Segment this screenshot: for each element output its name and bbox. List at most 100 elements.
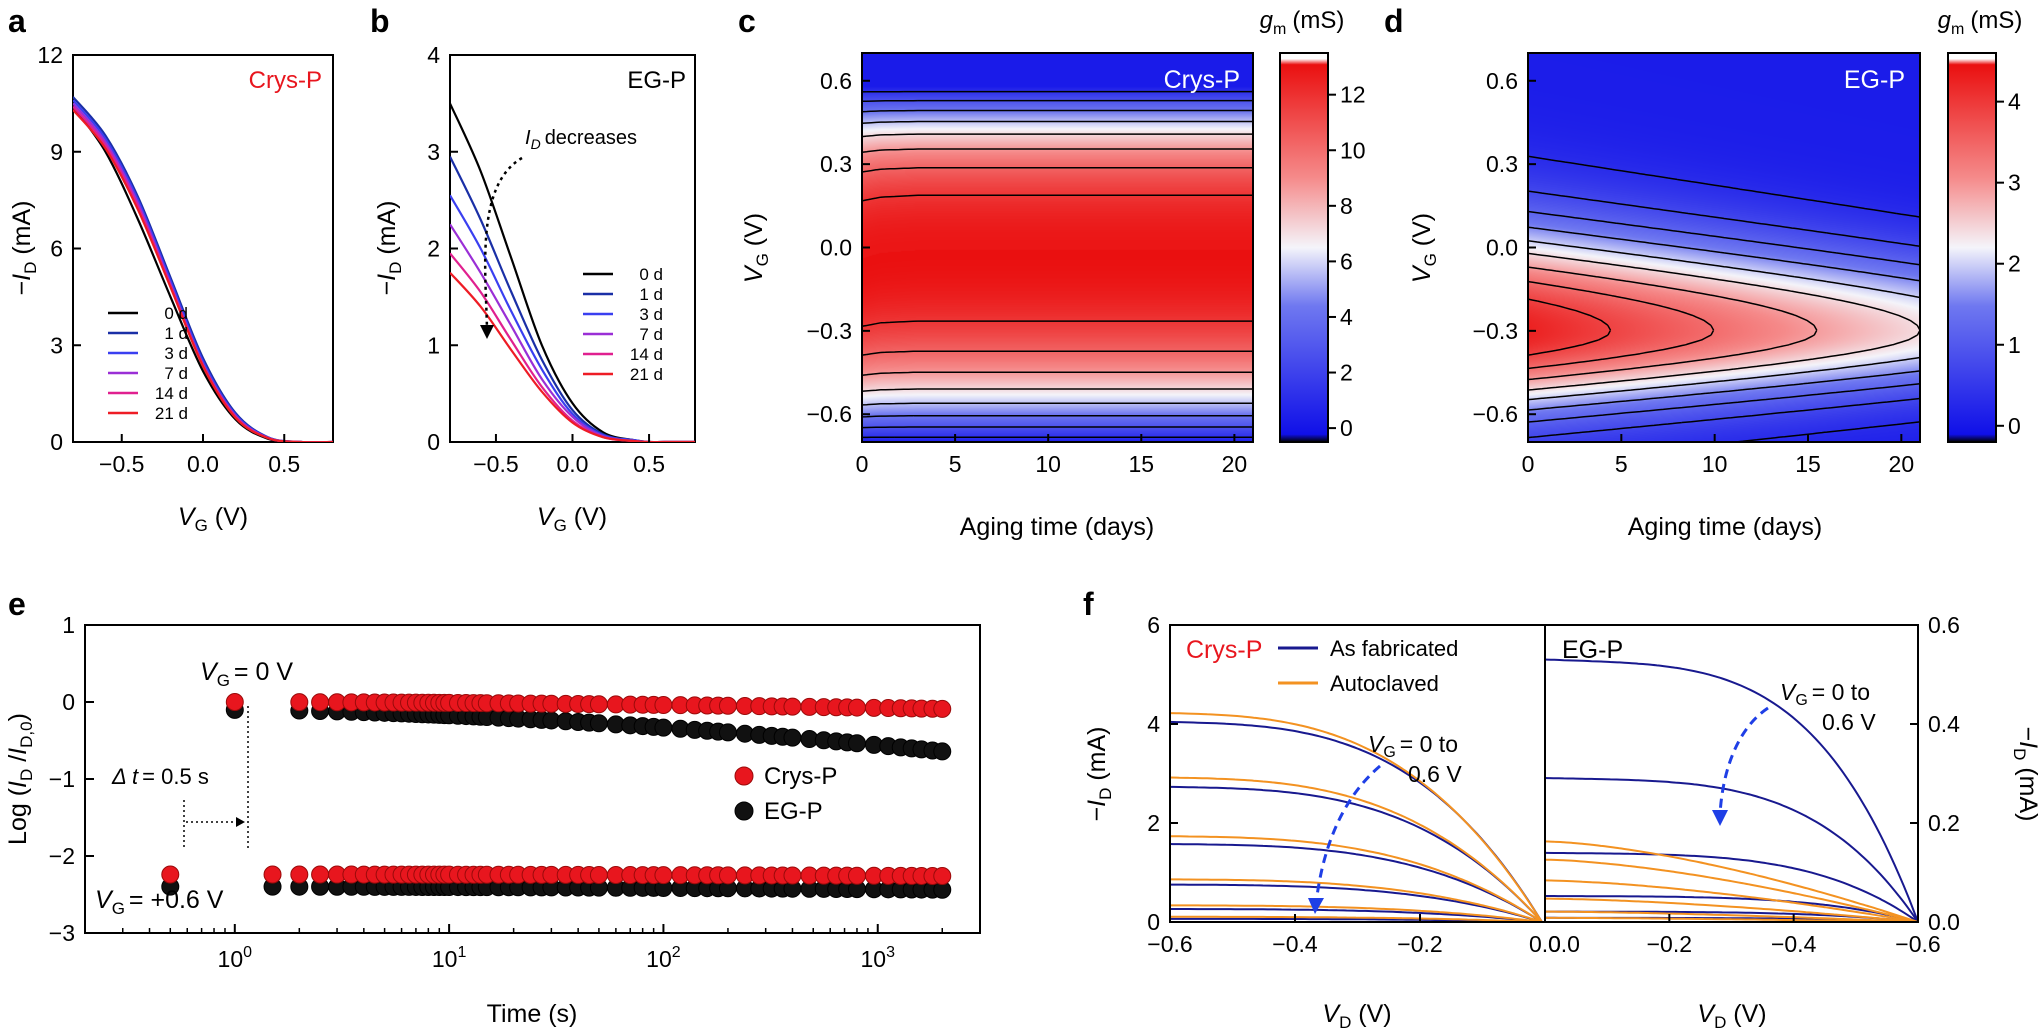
contour-line-d — [1527, 266, 1818, 381]
output-curve-eg-fabricated — [1545, 777, 1918, 922]
tick-e-ytick-label: −3 — [49, 920, 75, 946]
vg-arrowhead-left — [1308, 898, 1324, 914]
colorbar-tick-label-d: 2 — [2008, 251, 2021, 277]
contour-line-d — [1527, 155, 1921, 443]
contour-line-d — [1527, 298, 1612, 356]
legend-b: 0 d1 d3 d7 d14 d21 d — [583, 265, 663, 384]
label-crys-p-f: Crys-P — [1186, 636, 1262, 664]
tick-c-xtick-label: 5 — [949, 451, 962, 477]
plot-frame-a — [72, 54, 334, 443]
tick-b-xtick-label: 0.5 — [633, 451, 665, 477]
legend-label-b: 0 d — [639, 265, 663, 284]
y-axis-label-a: −ID (mA) — [8, 201, 40, 296]
y-axis-label-c: VG (V) — [740, 213, 772, 283]
panel-a: a −0.5 0.0 0.5 0 3 6 9 12 Crys-P 0 d1 d3 d7 d14… — [8, 3, 334, 535]
tick-c-ytick-label: 0.6 — [820, 68, 852, 94]
tick-e-ytick-label: 1 — [62, 612, 75, 638]
label-eg-p-f: EG-P — [1562, 636, 1623, 664]
legend-label-a: 0 d — [164, 304, 188, 323]
panel-letter-a: a — [8, 3, 26, 39]
vg-arrow-right — [1718, 706, 1769, 816]
legend-label-a: 1 d — [164, 324, 188, 343]
tick-b-ytick-label: 3 — [427, 139, 440, 165]
tick-f-left-xtick-label: −0.6 — [1147, 931, 1192, 957]
tick-c-xtick-label: 10 — [1035, 451, 1061, 477]
tick-d-xtick-label: 10 — [1702, 451, 1728, 477]
point-crys-p-off — [311, 865, 330, 884]
series-line-b-21d — [450, 271, 695, 442]
y-axis-label-f-right: −ID (mA) — [2010, 727, 2041, 822]
tick-c-xtick-label: 15 — [1128, 451, 1154, 477]
chart-title-c: Crys-P — [1164, 66, 1240, 94]
legend-f: As fabricated Autoclaved — [1278, 636, 1458, 696]
tick-f-right-ytick-label: 0.2 — [1928, 810, 1960, 836]
annotation-vg-range-right: VG = 0 to — [1780, 679, 1870, 709]
x-axis-label-f-right: VD (V) — [1697, 1000, 1766, 1032]
output-curve-crys-autoclaved — [1170, 915, 1542, 922]
heatmap-c-holder — [862, 53, 1253, 442]
colorbar-tick-label-d: 0 — [2008, 413, 2021, 439]
tick-c-ytick-label: 0.3 — [820, 151, 852, 177]
contour-line-c — [861, 90, 1253, 439]
tick-d-xtick-label: 0 — [1522, 451, 1535, 477]
output-curve-crys-autoclaved — [1170, 712, 1543, 922]
decrease-arrowhead — [480, 325, 494, 339]
tick-d-ytick-label: 0.6 — [1486, 68, 1518, 94]
panel-f: f −0.6 −0.4 −0.2 0.0 −0.2 −0.4 −0.60.002460.00… — [1083, 586, 2041, 1032]
point-crys-p-off — [654, 866, 673, 885]
output-curve-eg-fabricated — [1545, 895, 1918, 922]
output-curve-eg-autoclaved — [1545, 858, 1918, 922]
point-eg-p-on — [654, 718, 673, 737]
tick-f-left-xtick-label: −0.2 — [1397, 931, 1442, 957]
decrease-arrow — [483, 156, 523, 331]
tick-f-left-ytick-label: 4 — [1147, 711, 1160, 737]
x-axis-label-b: VG (V) — [537, 503, 607, 535]
colorbar-tick-label-c: 6 — [1340, 248, 1353, 274]
point-eg-p-on — [783, 728, 802, 747]
contour-line-d — [1527, 226, 1921, 411]
contour-line-c — [861, 133, 1253, 393]
colorbar-tick-label-c: 2 — [1340, 360, 1353, 386]
panel-letter-b: b — [370, 3, 390, 39]
tick-a-xtick-label: 0.5 — [268, 451, 300, 477]
tick-d-xtick-label: 20 — [1889, 451, 1915, 477]
legend-label-b: 7 d — [639, 325, 663, 344]
tick-d-ytick-label: 0.3 — [1486, 151, 1518, 177]
legend-e: Crys-P EG-P — [734, 763, 837, 825]
panel-letter-c: c — [738, 3, 756, 39]
output-curve-crys-fabricated — [1170, 883, 1543, 922]
colorbar-label-c: gm (mS) — [1260, 7, 1345, 38]
tick-b-ytick-label: 1 — [427, 332, 440, 358]
tick-e-ytick-label: 0 — [62, 689, 75, 715]
tick-a-ytick-label: 9 — [50, 139, 63, 165]
panel-letter-f: f — [1083, 586, 1094, 622]
annotation-vg-range-left-2: 0.6 V — [1408, 761, 1462, 787]
tick-e-ytick-label: −2 — [49, 843, 75, 869]
output-curve-crys-autoclaved — [1170, 878, 1543, 922]
output-curve-eg-autoclaved — [1545, 916, 1918, 922]
panel-c: c 0 5 10 15 20−0.6−0.30.00.30.6 Crys-P Aging… — [738, 3, 1366, 541]
tick-f-right-ytick-label: 0.0 — [1928, 909, 1960, 935]
legend-label-b: 3 d — [639, 305, 663, 324]
legend-label-a: 14 d — [155, 384, 188, 403]
tick-f-right-xtick-label: −0.4 — [1771, 931, 1817, 957]
scatter-points-e — [161, 693, 952, 899]
panel-e: e 100 101 102 103 −3 −2 −1 0 1 VG = 0 V VG = +0.6 … — [4, 586, 981, 1028]
colorbar-c — [1279, 52, 1329, 443]
y-axis-label-e: Log (ID /ID,0) — [4, 713, 36, 845]
output-curve-eg-autoclaved — [1545, 879, 1918, 922]
legend-label-b: 14 d — [630, 345, 663, 364]
output-curve-crys-fabricated — [1170, 908, 1543, 922]
tick-d-ytick-label: −0.6 — [1473, 401, 1518, 427]
tick-c-xtick-label: 20 — [1222, 451, 1248, 477]
contour-line-c — [861, 148, 1253, 376]
panel-d: d 0 5 10 15 20−0.6−0.30.00.30.6 EG-P Aging t… — [1384, 3, 2022, 541]
tick-b-xtick-label: 0.0 — [557, 451, 589, 477]
dt-arrowhead — [236, 817, 245, 827]
point-crys-p-on — [654, 695, 673, 714]
tick-b-ytick-label: 0 — [427, 429, 440, 455]
point-crys-p-off — [933, 867, 952, 886]
tick-f-left-xtick-label: −0.4 — [1272, 931, 1318, 957]
legend-marker-e — [734, 766, 754, 786]
legend-label-b: 21 d — [630, 365, 663, 384]
